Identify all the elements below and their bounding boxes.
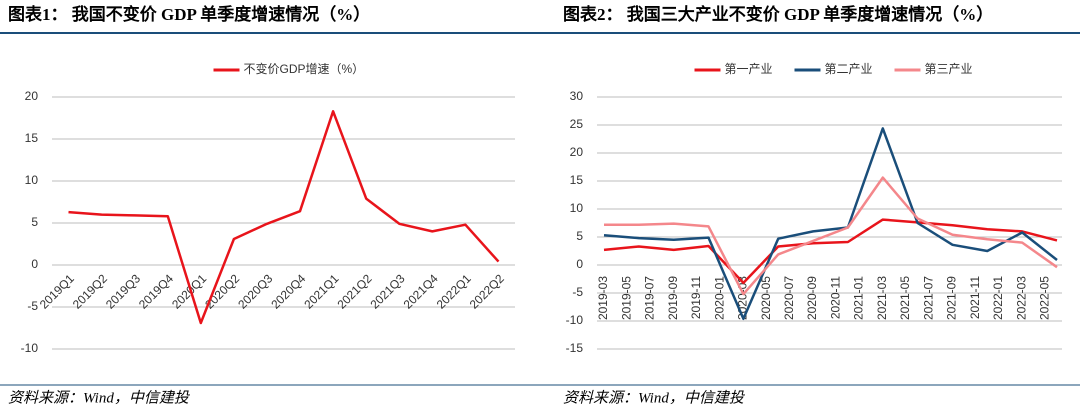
x-tick-label: 2021-09 (945, 276, 959, 320)
x-tick-label: 2019Q1 (37, 271, 77, 311)
legend-label: 第二产业 (825, 62, 873, 76)
x-tick-label: 2021-01 (852, 276, 866, 320)
y-tick-label: 10 (570, 201, 584, 215)
x-tick-label: 2021Q1 (301, 271, 341, 311)
legend-label: 第三产业 (925, 62, 973, 76)
x-tick-label: 2021-05 (898, 276, 912, 320)
y-tick-label: -10 (566, 313, 584, 327)
y-tick-label: -5 (572, 285, 583, 299)
chart-title: 图表2： 我国三大产业不变价 GDP 单季度增速情况（%） (563, 4, 993, 24)
legend-label: 第一产业 (725, 62, 773, 76)
y-tick-label: 0 (31, 257, 38, 271)
x-tick-label: 2022Q1 (434, 271, 474, 311)
y-tick-label: -10 (21, 341, 39, 355)
x-tick-label: 2020-11 (828, 276, 842, 319)
y-tick-label: 5 (31, 215, 38, 229)
x-tick-label: 2020Q3 (235, 271, 275, 311)
chart-title: 图表1： 我国不变价 GDP 单季度增速情况（%） (8, 4, 370, 24)
x-tick-label: 2020Q1 (169, 271, 209, 311)
y-tick-label: -5 (27, 299, 38, 313)
y-tick-label: 10 (25, 173, 39, 187)
x-tick-label: 2021Q4 (401, 271, 441, 311)
series-line (603, 127, 1058, 321)
x-tick-label: 2019Q2 (70, 271, 110, 311)
x-tick-label: 2019-09 (666, 276, 680, 320)
x-tick-label: 2020-09 (805, 276, 819, 320)
x-tick-label: 2021-07 (921, 276, 935, 320)
x-tick-label: 2021Q3 (368, 271, 408, 311)
y-tick-label: 30 (570, 89, 584, 103)
series-line (68, 110, 500, 325)
y-tick-label: 20 (570, 145, 584, 159)
y-tick-label: 15 (25, 131, 39, 145)
x-tick-label: 2022-03 (1014, 276, 1028, 320)
x-tick-label: 2021-11 (968, 276, 982, 319)
x-tick-label: 2019-05 (619, 276, 633, 320)
y-tick-label: 0 (576, 257, 583, 271)
series-line (603, 218, 1058, 285)
x-tick-label: 2022Q2 (467, 271, 507, 311)
x-tick-label: 2021-03 (875, 276, 889, 320)
y-tick-label: 20 (25, 89, 39, 103)
x-tick-label: 2019Q4 (136, 271, 176, 311)
x-tick-label: 2020-07 (782, 276, 796, 320)
x-tick-label: 2020Q4 (268, 271, 308, 311)
y-tick-label: 15 (570, 173, 584, 187)
x-tick-label: 2020-05 (759, 276, 773, 320)
y-tick-label: 5 (576, 229, 583, 243)
x-tick-label: 2019-11 (689, 276, 703, 319)
x-tick-label: 2020-01 (712, 276, 726, 320)
x-tick-label: 2022-05 (1038, 276, 1052, 320)
y-tick-label: 25 (570, 117, 584, 131)
x-tick-label: 2019-03 (596, 276, 610, 320)
x-tick-label: 2021Q2 (334, 271, 374, 311)
legend-label: 不变价GDP增速（%） (244, 61, 365, 76)
x-tick-label: 2019-07 (643, 276, 657, 320)
source: 资料来源：Wind，中信建投 (563, 389, 746, 406)
source: 资料来源：Wind，中信建投 (8, 389, 191, 406)
x-tick-label: 2022-01 (991, 276, 1005, 320)
y-tick-label: -15 (566, 341, 584, 355)
series-line (604, 176, 1058, 296)
x-tick-label: 2019Q3 (103, 271, 143, 311)
